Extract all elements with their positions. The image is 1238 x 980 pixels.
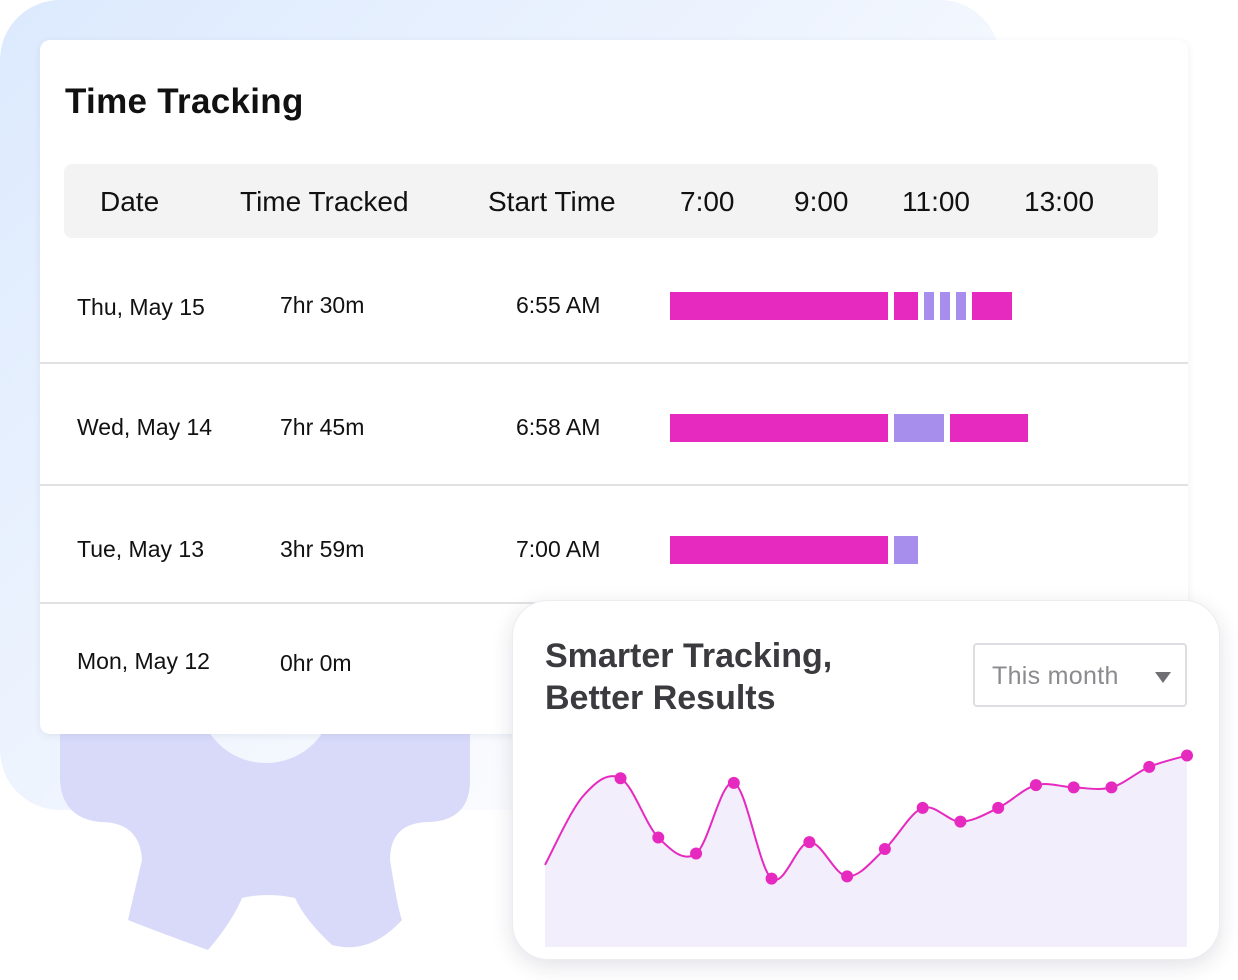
trend-point <box>1143 760 1156 773</box>
chevron-down-icon <box>1155 672 1171 683</box>
row-date: Thu, May 15 <box>77 294 205 320</box>
trend-point <box>614 772 627 785</box>
period-dropdown[interactable]: This month <box>973 643 1187 707</box>
trend-point <box>690 847 703 860</box>
card-title: Time Tracking <box>65 82 304 121</box>
break-segment <box>940 292 950 320</box>
trend-point <box>1105 781 1118 794</box>
column-header-time-tracked[interactable]: Time Tracked <box>240 186 409 217</box>
trend-point <box>841 870 854 883</box>
trend-point <box>652 831 665 844</box>
row-time-tracked: 7hr 30m <box>280 292 365 318</box>
row-time-tracked: 7hr 45m <box>280 414 365 440</box>
panel-title-line-1: Smarter Tracking, <box>545 637 833 675</box>
break-segment <box>894 414 944 442</box>
work-segment <box>670 292 888 320</box>
panel-title: Smarter Tracking, Better Results <box>545 635 965 719</box>
trend-point <box>727 776 740 789</box>
table-row[interactable]: Thu, May 15 7hr 30m 6:55 AM <box>40 242 1188 364</box>
period-dropdown-value: This month <box>992 662 1119 690</box>
hour-label-9: 9:00 <box>794 186 849 217</box>
table-row[interactable]: Wed, May 14 7hr 45m 6:58 AM <box>40 364 1188 486</box>
break-segment <box>894 536 918 564</box>
trend-line-chart <box>544 749 1193 947</box>
trend-point <box>1181 749 1193 762</box>
trend-point <box>1029 779 1042 792</box>
hour-label-11: 11:00 <box>902 186 970 217</box>
table-row[interactable]: Tue, May 13 3hr 59m 7:00 AM <box>40 486 1188 604</box>
row-date: Mon, May 12 <box>77 648 210 674</box>
trend-point <box>992 801 1005 814</box>
column-header-date[interactable]: Date <box>100 186 160 217</box>
trend-point <box>765 872 778 885</box>
hour-label-7: 7:00 <box>680 186 735 217</box>
work-segment <box>972 292 1012 320</box>
row-start-time: 6:58 AM <box>516 414 601 440</box>
table-row[interactable]: Mon, May 12 0hr 0m <box>40 604 1188 726</box>
table-header: Date Time Tracked Start Time 7:00 9:00 1… <box>64 164 1158 238</box>
panel-title-line-2: Better Results <box>545 679 776 717</box>
column-header-start-time[interactable]: Start Time <box>488 186 616 217</box>
trend-point <box>803 836 816 849</box>
work-segment <box>670 536 888 564</box>
work-segment <box>670 414 888 442</box>
break-segment <box>924 292 934 320</box>
break-segment <box>956 292 966 320</box>
trend-point <box>1067 781 1080 794</box>
work-segment <box>950 414 1028 442</box>
row-date: Wed, May 14 <box>77 414 213 440</box>
insights-panel: Smarter Tracking, Better Results This mo… <box>512 600 1220 960</box>
hour-label-13: 13:00 <box>1024 186 1095 217</box>
row-date: Tue, May 13 <box>77 536 204 562</box>
work-segment <box>894 292 918 320</box>
trend-area <box>545 755 1187 947</box>
trend-point <box>916 801 929 814</box>
trend-point <box>878 842 891 855</box>
row-time-tracked: 0hr 0m <box>280 650 352 676</box>
row-time-tracked: 3hr 59m <box>280 536 365 562</box>
row-start-time: 6:55 AM <box>516 292 601 318</box>
row-start-time: 7:00 AM <box>516 536 601 562</box>
trend-point <box>954 815 967 828</box>
trend-markers <box>614 749 1193 885</box>
